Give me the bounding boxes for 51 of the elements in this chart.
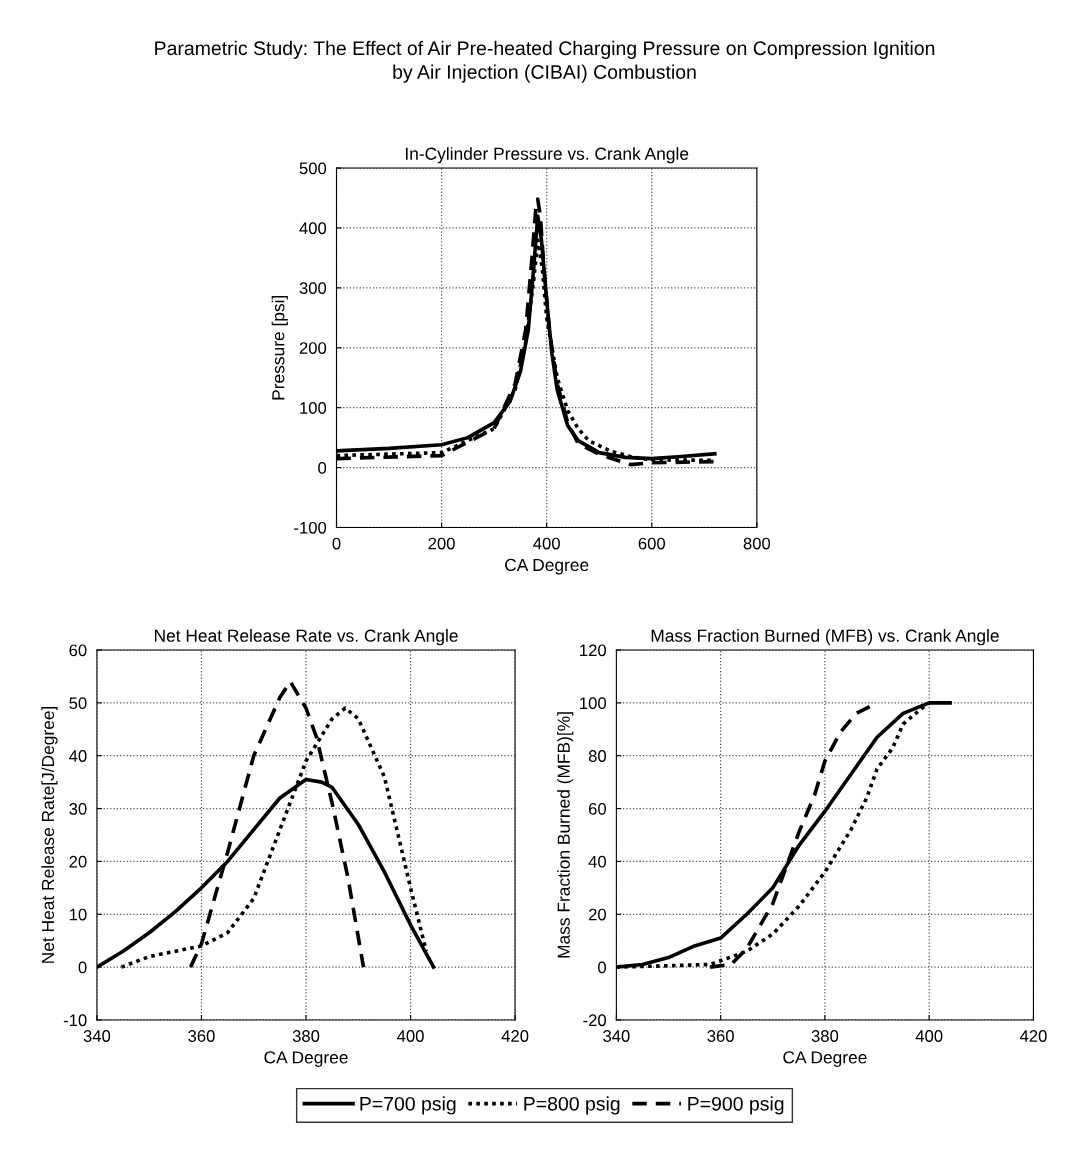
x-tick-label: 360 [188, 1030, 215, 1042]
chart-title: In-Cylinder Pressure vs. Crank Angle [405, 147, 689, 164]
y-tick-label: 30 [69, 802, 87, 815]
y-axis-title: Mass Fraction Burned (MFB)[%] [557, 712, 574, 958]
y-tick-label: 10 [69, 908, 87, 921]
chart-title: Net Heat Release Rate vs. Crank Angle [154, 629, 458, 646]
y-tick-label: 20 [588, 908, 606, 921]
y-tick-label: 500 [299, 162, 327, 175]
legend-label: P=900 psig [688, 1096, 784, 1115]
chart-title: Mass Fraction Burned (MFB) vs. Crank Angle [651, 629, 999, 646]
x-tick-label: 420 [501, 1030, 529, 1042]
x-tick-label: 600 [638, 537, 666, 550]
x-tick-label: 400 [533, 537, 560, 550]
y-tick-label: 80 [588, 750, 606, 762]
y-tick-label: 50 [69, 697, 87, 710]
y-tick-label: 0 [78, 961, 87, 974]
x-tick-label: 0 [332, 537, 341, 550]
x-tick-label: 360 [707, 1030, 734, 1042]
legend-label: P=800 psig [524, 1096, 620, 1115]
x-tick-label: 340 [603, 1030, 630, 1042]
y-tick-label: 20 [69, 855, 87, 868]
y-tick-label: -10 [63, 1014, 87, 1027]
x-tick-label: 380 [811, 1030, 839, 1042]
y-tick-label: 300 [299, 282, 327, 295]
legend-label: P=700 psig [360, 1096, 456, 1115]
y-tick-label: 60 [588, 802, 606, 815]
y-tick-label: 40 [588, 855, 606, 868]
y-tick-label: 200 [299, 342, 327, 354]
y-tick-label: -100 [294, 521, 327, 534]
x-tick-label: 400 [397, 1030, 424, 1042]
y-tick-label: 40 [69, 750, 87, 762]
x-tick-label: 380 [292, 1030, 320, 1042]
y-tick-label: 60 [69, 644, 87, 657]
y-axis-title: Pressure [psi] [271, 295, 288, 400]
y-tick-label: -20 [583, 1014, 606, 1027]
x-tick-label: 340 [83, 1030, 111, 1042]
y-tick-label: 100 [580, 697, 606, 710]
x-axis-title: CA Degree [783, 1051, 867, 1067]
text: Parametric Study: The Effect of Air Pre-heated Charging Pressure on Compression Ignition by Air Injection (CIBAI) Combustion [155, 40, 935, 83]
x-tick-label: 400 [915, 1030, 943, 1042]
y-tick-label: 400 [299, 222, 327, 235]
x-tick-label: 420 [1019, 1030, 1047, 1042]
x-tick-label: 800 [743, 537, 771, 550]
y-tick-label: 120 [580, 644, 606, 657]
y-tick-label: 0 [598, 961, 606, 974]
y-tick-label: 100 [300, 402, 327, 414]
y-tick-label: 0 [318, 461, 327, 474]
y-axis-title: Net Heat Release Rate[J/Degree] [41, 706, 58, 963]
x-tick-label: 200 [428, 537, 455, 550]
x-axis-title: CA Degree [264, 1051, 348, 1067]
x-axis-title: CA Degree [505, 558, 589, 575]
